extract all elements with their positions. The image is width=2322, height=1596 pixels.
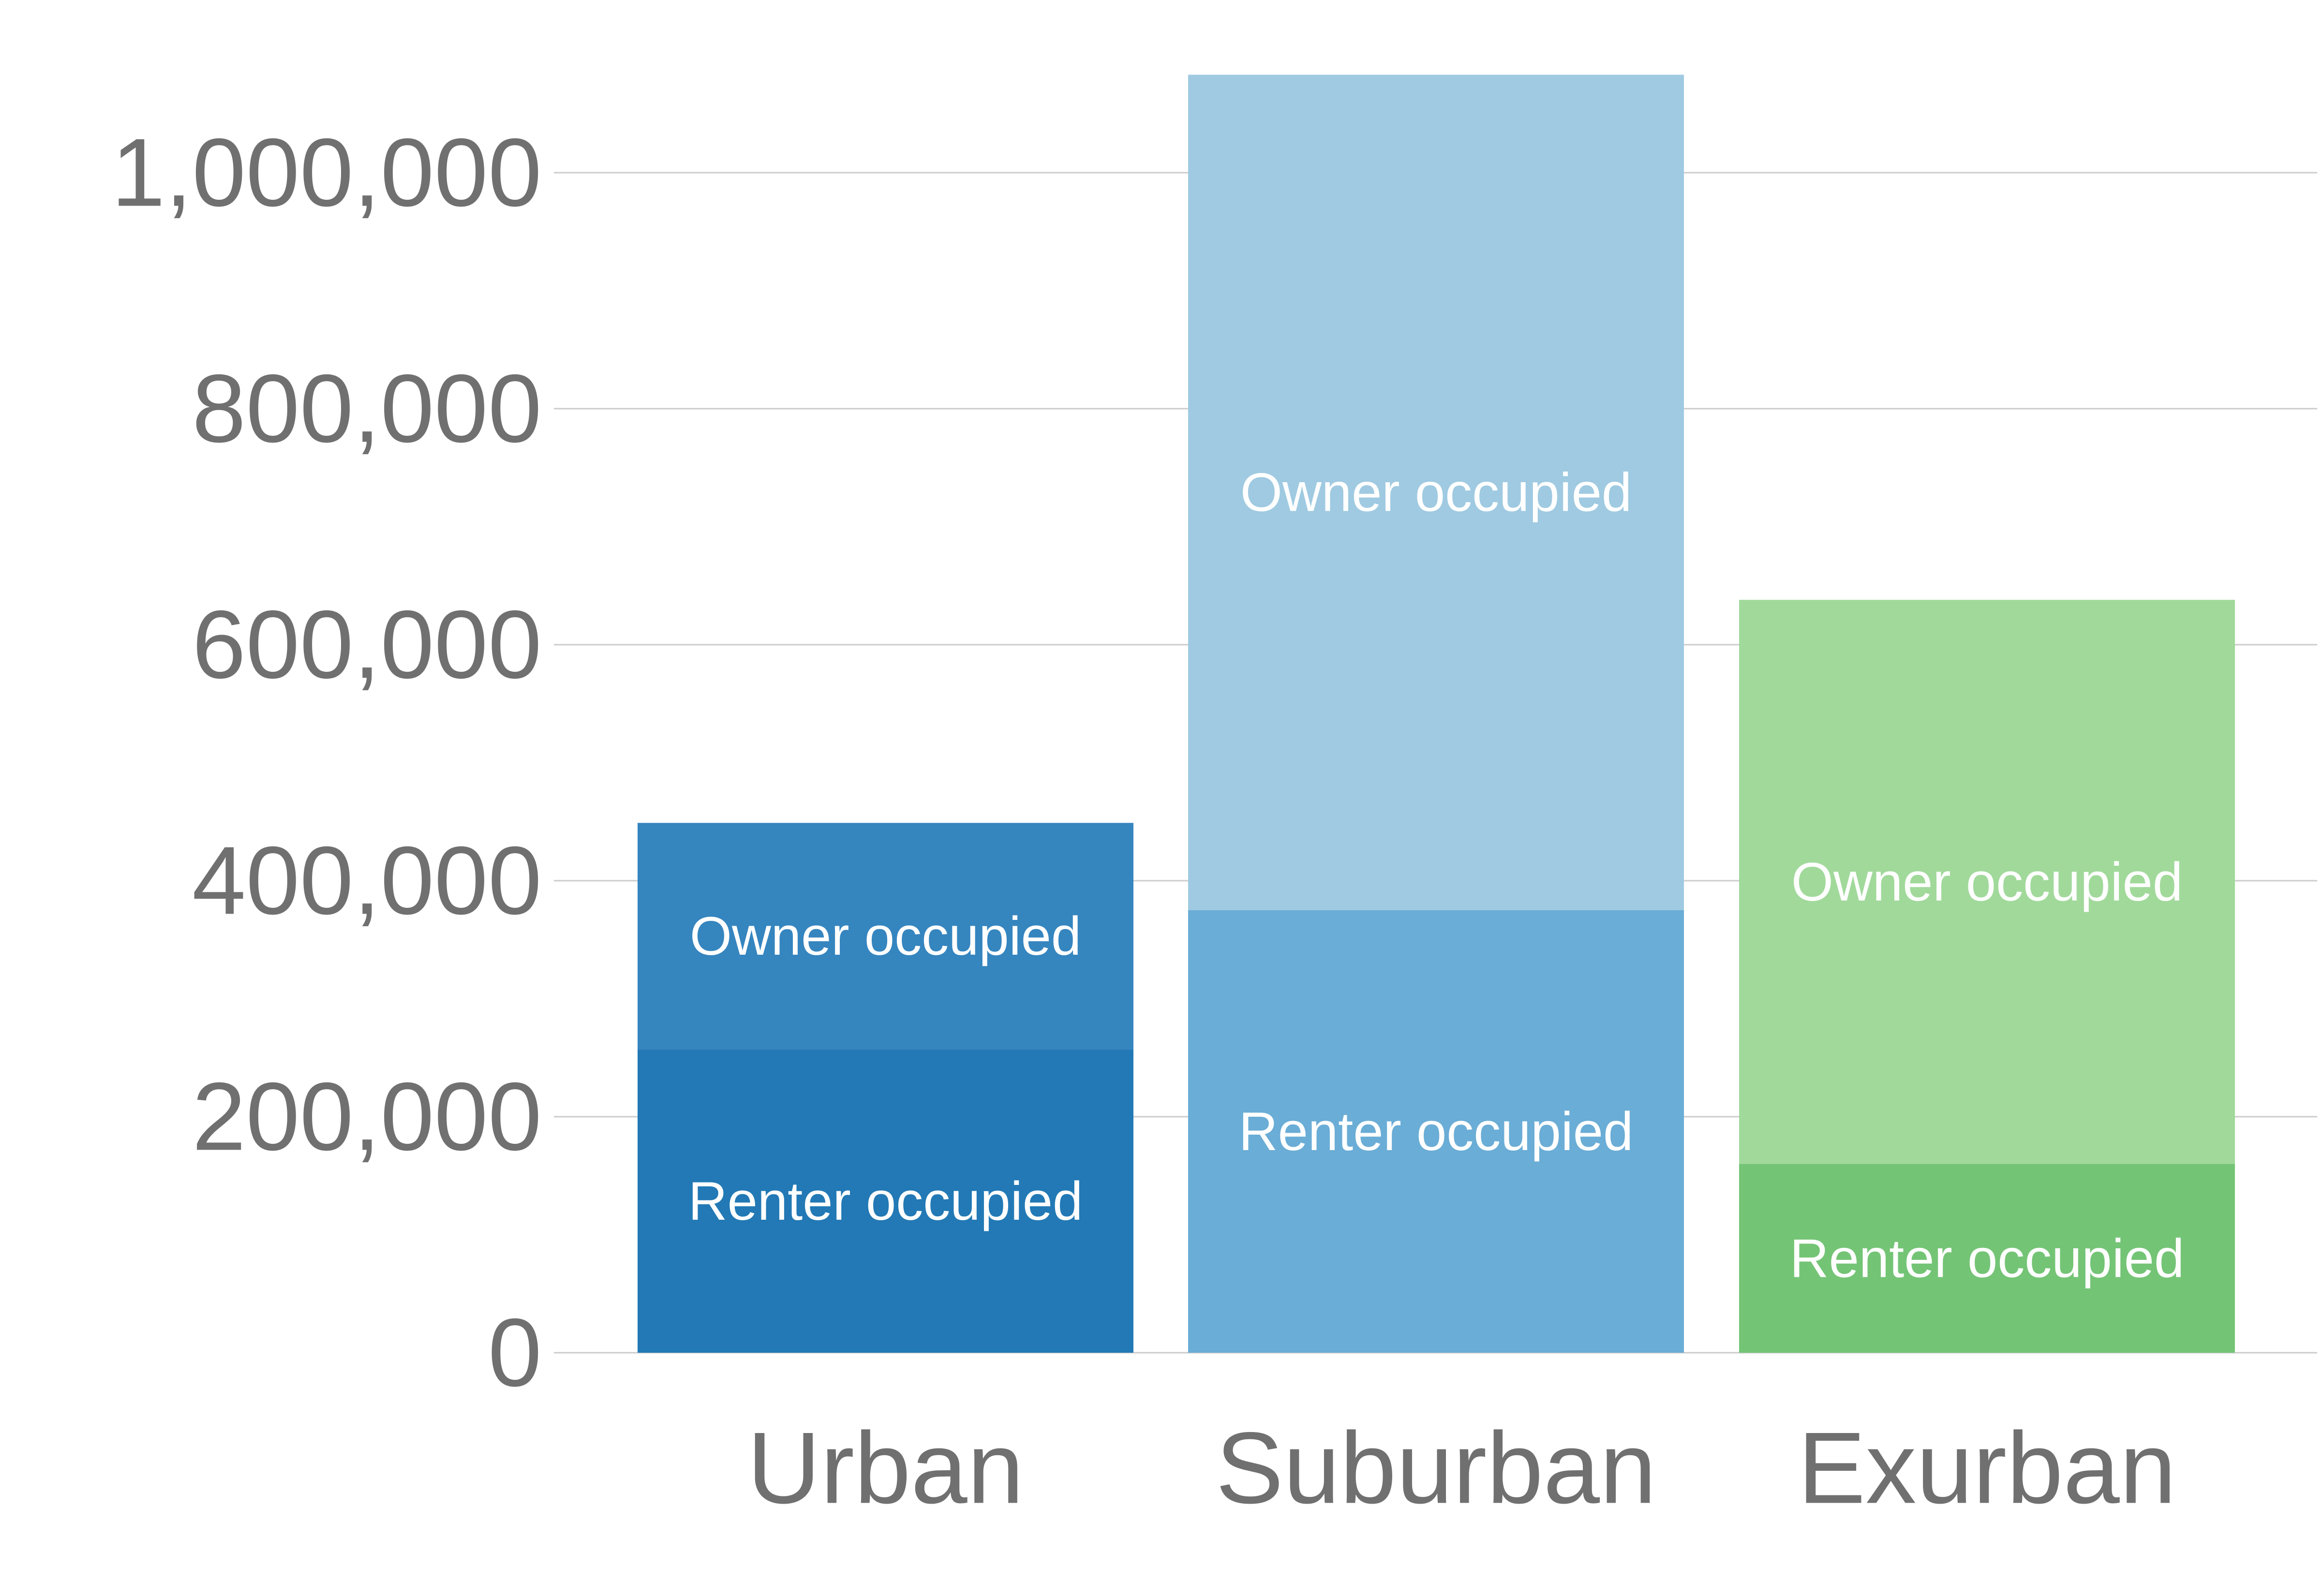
y-tick-label: 600,000	[192, 591, 542, 699]
bar-segment-urban-renter	[638, 1049, 1133, 1353]
x-tick-label: Exurban	[1798, 1411, 2176, 1525]
bar-segment-suburban-owner	[1188, 74, 1684, 911]
bar-segment-urban-owner	[638, 823, 1133, 1049]
segment-label: Owner occupied	[690, 906, 1081, 966]
x-tick-label: Suburban	[1216, 1411, 1656, 1525]
segment-label: Renter occupied	[688, 1171, 1083, 1231]
bars	[638, 74, 2235, 1353]
segment-label: Owner occupied	[1791, 852, 2183, 912]
y-tick-label: 1,000,000	[111, 119, 542, 227]
segment-label: Renter occupied	[1790, 1228, 2185, 1288]
y-tick-label: 0	[488, 1299, 542, 1407]
y-axis-tick-labels: 0 200,000 400,000 600,000 800,000 1,000,000	[111, 119, 542, 1407]
y-tick-label: 400,000	[192, 827, 542, 935]
segment-labels: Renter occupied Owner occupied Renter occu…	[688, 462, 2185, 1289]
x-axis-tick-labels: Urban Suburban Exurban	[747, 1411, 2176, 1525]
segment-label: Renter occupied	[1239, 1101, 1634, 1162]
segment-label: Owner occupied	[1240, 462, 1632, 523]
bar-segment-exurban-owner	[1739, 600, 2235, 1164]
y-tick-label: 200,000	[192, 1063, 542, 1171]
bar-segment-suburban-renter	[1188, 910, 1684, 1353]
y-tick-label: 800,000	[192, 355, 542, 463]
bar-segment-exurban-renter	[1739, 1164, 2235, 1353]
x-tick-label: Urban	[747, 1411, 1024, 1525]
